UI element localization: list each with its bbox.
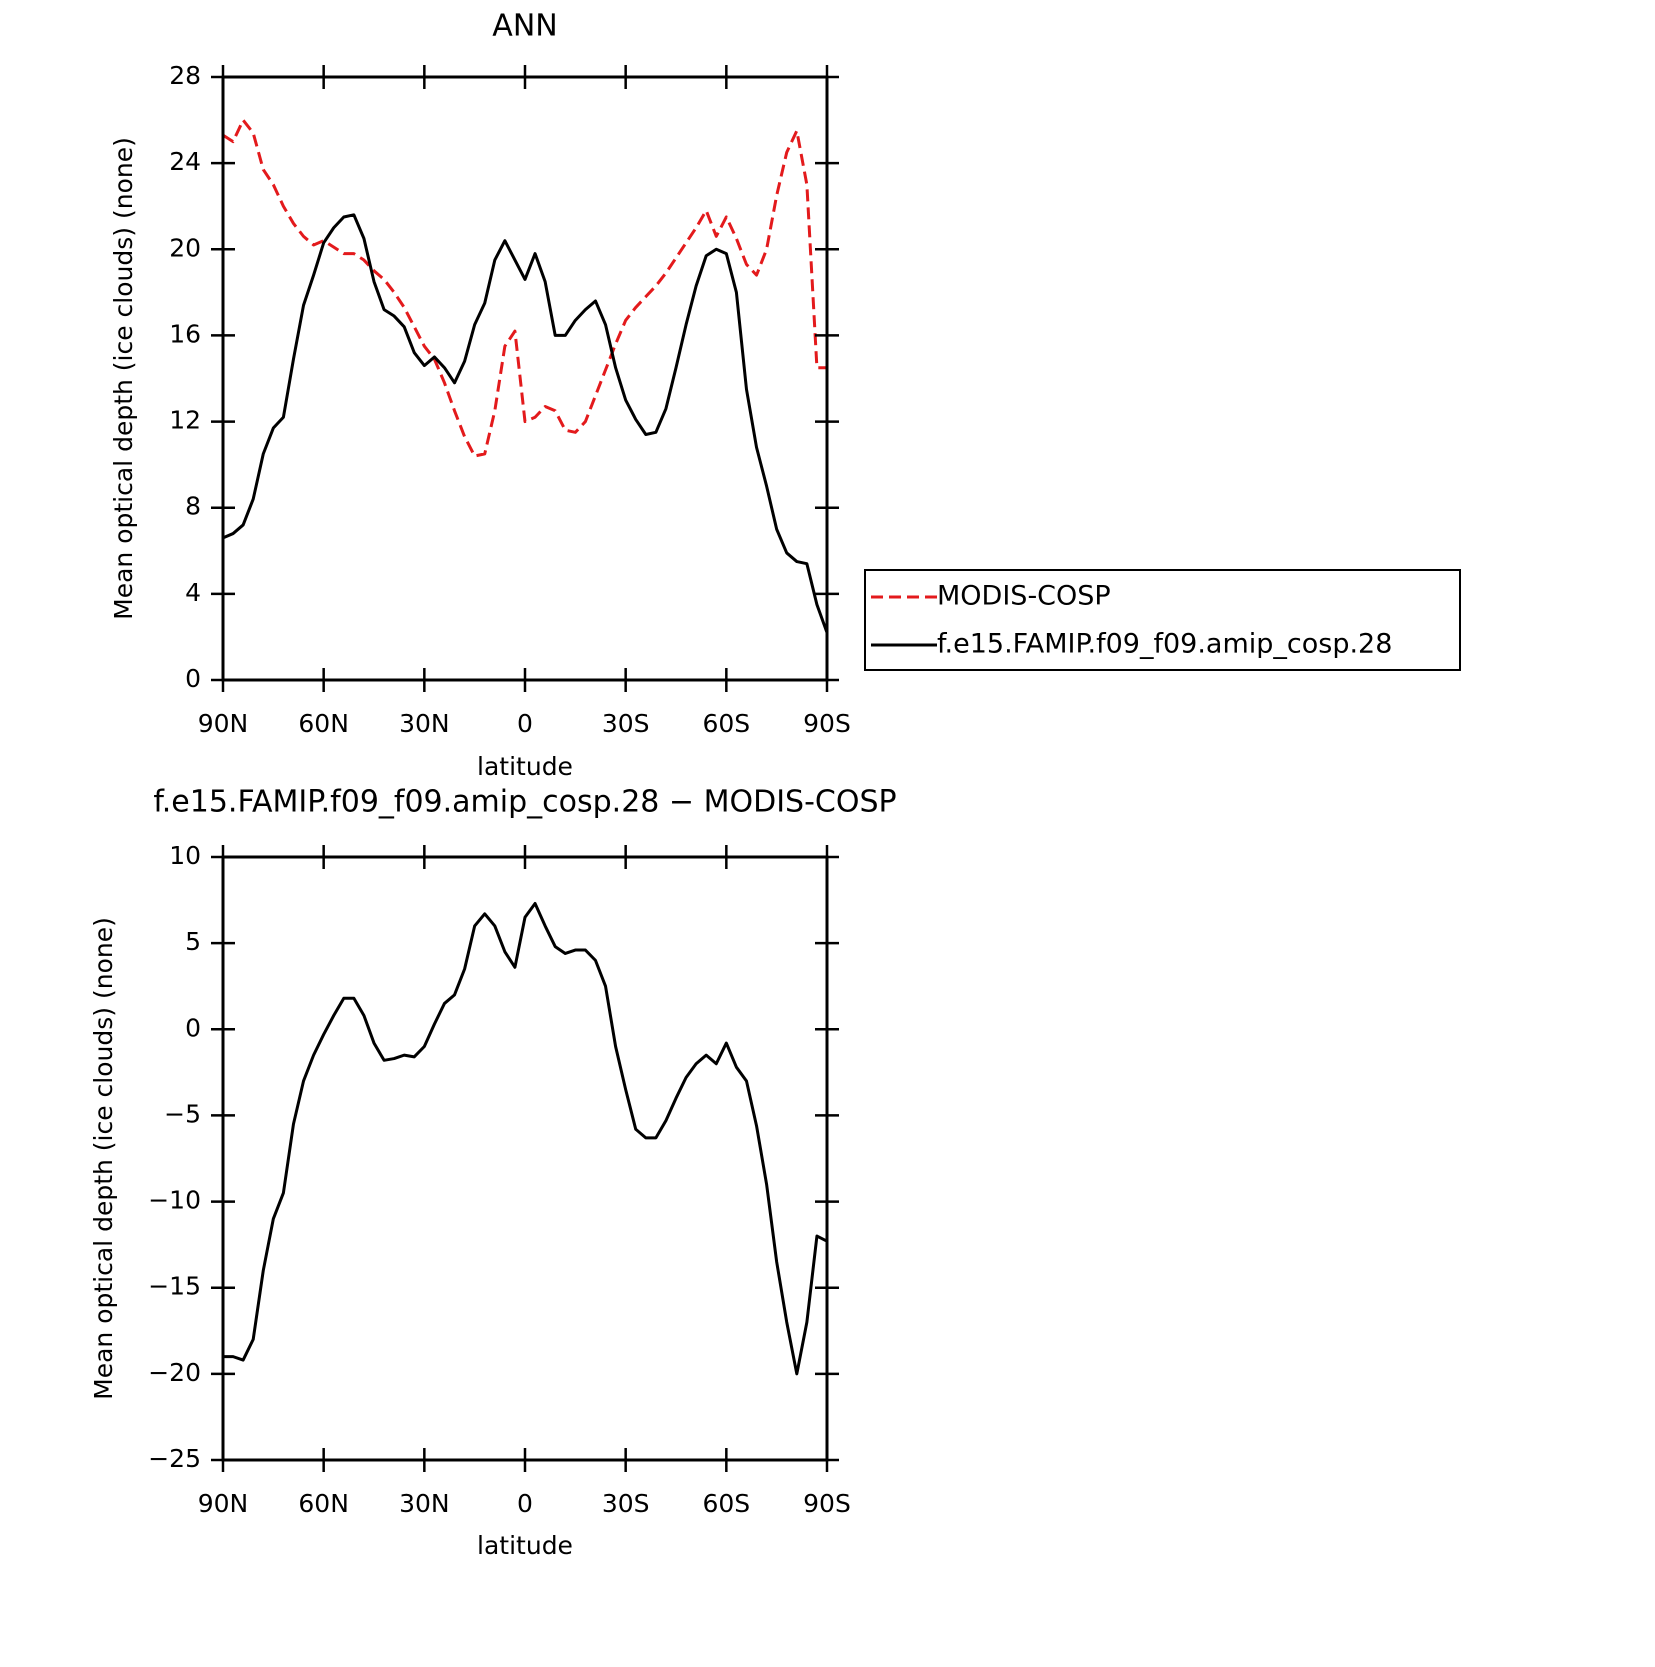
legend-box — [864, 569, 1461, 671]
legend-label: MODIS-COSP — [937, 581, 1111, 612]
plot-frame — [221, 855, 829, 1462]
chart-title: f.e15.FAMIP.f09_f09.amip_cosp.28 − MODIS… — [153, 785, 896, 820]
x-tick-label: 90N — [198, 1489, 249, 1518]
y-tick-label: 10 — [169, 841, 201, 870]
y-tick-label: 0 — [185, 1013, 201, 1042]
x-tick-label: 30N — [399, 1489, 450, 1518]
y-tick-label: 28 — [169, 61, 201, 90]
x-tick-label: 30S — [602, 1489, 650, 1518]
y-axis-label: Mean optical depth (ice clouds) (none) — [109, 137, 138, 620]
y-tick-label: −20 — [148, 1358, 201, 1387]
data-line — [223, 902, 828, 1376]
x-tick-label: 90S — [803, 709, 851, 738]
y-tick-label: 4 — [185, 578, 201, 607]
x-tick-label: 90N — [198, 709, 249, 738]
x-tick-label: 0 — [517, 709, 533, 738]
chart-title: ANN — [492, 9, 557, 44]
data-line — [222, 118, 827, 458]
x-tick-label: 60N — [298, 1489, 349, 1518]
y-tick-label: 12 — [169, 406, 201, 435]
y-tick-label: 0 — [185, 664, 201, 693]
x-tick-label: 60S — [702, 1489, 750, 1518]
data-line — [222, 213, 829, 634]
y-axis-label: Mean optical depth (ice clouds) (none) — [89, 917, 118, 1400]
y-tick-label: −15 — [148, 1272, 201, 1301]
x-tick-label: 0 — [517, 1489, 533, 1518]
y-tick-label: 24 — [169, 147, 201, 176]
x-tick-label: 30N — [399, 709, 450, 738]
y-tick-label: −25 — [148, 1444, 201, 1473]
legend-label: f.e15.FAMIP.f09_f09.amip_cosp.28 — [937, 629, 1392, 660]
x-axis-label: latitude — [477, 752, 573, 781]
x-axis-label: latitude — [477, 1531, 573, 1560]
y-tick-label: 8 — [185, 492, 201, 521]
plot-frame — [221, 75, 829, 682]
y-tick-label: −10 — [148, 1186, 201, 1215]
x-tick-label: 60N — [298, 709, 349, 738]
y-tick-label: 20 — [169, 233, 201, 262]
x-tick-label: 90S — [803, 1489, 851, 1518]
y-tick-label: −5 — [164, 1099, 201, 1128]
x-tick-label: 30S — [602, 709, 650, 738]
x-tick-label: 60S — [702, 709, 750, 738]
y-tick-label: 5 — [185, 927, 201, 956]
y-tick-label: 16 — [169, 319, 201, 348]
